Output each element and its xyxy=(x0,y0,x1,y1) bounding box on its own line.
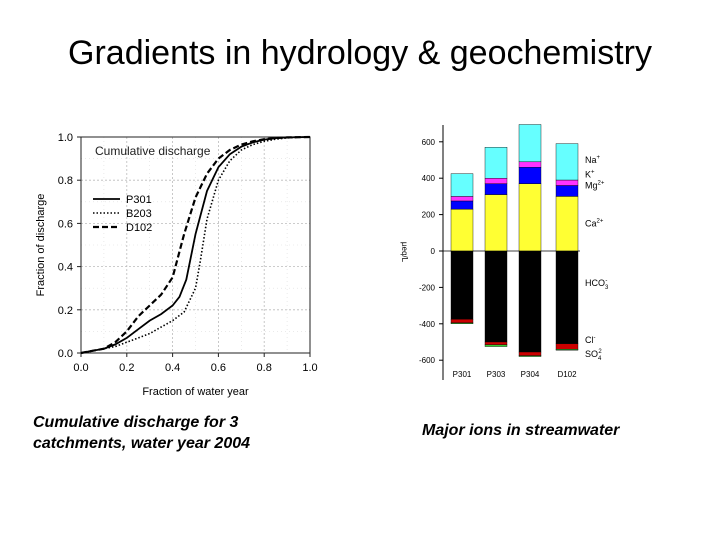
y-axis-label: µeq/L xyxy=(400,242,409,263)
bar-segment-p303-cation-1 xyxy=(484,183,508,195)
ion-label-sup: - xyxy=(594,335,596,341)
ion-label-sub: 3 xyxy=(605,285,609,291)
y-axis-label: Fraction of discharge xyxy=(35,194,47,297)
bar-group-p303 xyxy=(484,147,508,347)
x-tick-label: P304 xyxy=(521,370,540,379)
ion-label-base: Ca xyxy=(585,219,597,229)
y-tick-label: 600 xyxy=(422,138,436,147)
ion-label-base: Na xyxy=(585,155,597,165)
slide-title: Gradients in hydrology & geochemistry xyxy=(68,34,652,72)
bar-segment-p303-cation-0 xyxy=(484,194,508,252)
bar-segment-p301-anion-2 xyxy=(450,322,474,325)
x-tick-label: 0.8 xyxy=(257,362,272,374)
bar-segment-p304-cation-2 xyxy=(518,161,542,168)
legend-label-p301: P301 xyxy=(126,194,152,206)
x-tick-label: P303 xyxy=(487,370,506,379)
bar-segment-p301-anion-0 xyxy=(450,250,474,320)
bar-segment-d102-anion-2 xyxy=(555,349,579,351)
ion-label-sup: 2+ xyxy=(597,219,604,225)
bar-segment-p304-cation-1 xyxy=(518,167,542,184)
ion-label: Cl- xyxy=(585,335,596,345)
bar-segment-p303-anion-1 xyxy=(484,341,508,345)
bar-segment-p301-anion-1 xyxy=(450,319,474,324)
chart-title: Cumulative discharge xyxy=(95,144,211,158)
bar-segment-p301-cation-2 xyxy=(450,196,474,202)
ion-label-base: SO xyxy=(585,349,598,359)
bar-segment-d102-anion-1 xyxy=(555,343,579,350)
x-axis-label: Fraction of water year xyxy=(142,386,249,398)
y-tick-label: 200 xyxy=(422,211,436,220)
ion-label: HCO3- xyxy=(585,278,609,291)
x-tick-label: 0.2 xyxy=(119,362,134,374)
bar-segment-p304-cation-3 xyxy=(518,124,542,163)
ion-label-sup: + xyxy=(597,155,601,161)
x-tick-label: P301 xyxy=(453,370,472,379)
y-tick-label: 400 xyxy=(422,174,436,183)
bar-segment-p304-anion-1 xyxy=(518,351,542,356)
ion-label-sup: 2 xyxy=(598,349,602,355)
bar-group-p301 xyxy=(450,173,474,325)
y-tick-label: 0 xyxy=(431,247,436,256)
x-tick-label: 0.6 xyxy=(211,362,226,374)
grid-lines xyxy=(81,137,310,353)
y-tick-label: 1.0 xyxy=(58,132,73,144)
bar-segment-d102-cation-3 xyxy=(555,143,579,181)
ion-label-sub: 4 xyxy=(598,356,602,362)
ion-label: Mg2+ xyxy=(585,180,605,190)
legend-label-b203: B203 xyxy=(126,208,152,220)
bar-segment-p304-anion-0 xyxy=(518,250,542,353)
legend-label-d102: D102 xyxy=(126,222,152,234)
bar-segment-p301-cation-1 xyxy=(450,200,474,210)
bar-group-p304 xyxy=(518,124,542,357)
y-tick-label: 0.6 xyxy=(58,218,73,230)
x-tick-label: D102 xyxy=(557,370,577,379)
x-tick-label: 0.0 xyxy=(73,362,88,374)
bar-segment-p303-cation-3 xyxy=(484,147,508,179)
bar-segment-p304-cation-0 xyxy=(518,183,542,252)
caption-cumulative-discharge: Cumulative discharge for 3 catchments, w… xyxy=(33,414,251,452)
ion-label-base: HCO xyxy=(585,278,605,288)
ion-label: Ca2+ xyxy=(585,219,604,229)
ion-label: Na+ xyxy=(585,155,601,165)
bar-segment-p301-cation-3 xyxy=(450,173,474,197)
y-tick-label: -400 xyxy=(419,320,436,329)
ion-label-sup: 2+ xyxy=(598,180,605,186)
ion-label: K+ xyxy=(585,170,595,180)
y-tick-label: -200 xyxy=(419,283,436,292)
bar-segment-d102-anion-0 xyxy=(555,250,579,345)
ion-label-base: Mg xyxy=(585,180,598,190)
caption-major-ions: Major ions in streamwater xyxy=(422,422,620,439)
y-tick-label: 0.0 xyxy=(58,348,73,360)
x-tick-label: 1.0 xyxy=(302,362,317,374)
series-line-d102 xyxy=(80,135,311,355)
bar-segment-p303-anion-0 xyxy=(484,250,508,343)
y-tick-label: 0.4 xyxy=(58,262,73,274)
ion-label-sup: + xyxy=(591,170,595,176)
bar-group-d102 xyxy=(555,143,579,351)
bar-segment-d102-cation-2 xyxy=(555,179,579,186)
bar-segment-d102-cation-1 xyxy=(555,185,579,197)
y-tick-label: 0.8 xyxy=(58,175,73,187)
bar-segment-p303-anion-2 xyxy=(484,344,508,347)
ion-label: SO42 xyxy=(585,349,602,362)
bar-segment-p303-cation-2 xyxy=(484,177,508,184)
series-line-b203 xyxy=(80,136,311,354)
y-tick-label: -600 xyxy=(419,356,436,365)
x-tick-label: 0.4 xyxy=(165,362,180,374)
bar-segment-d102-cation-0 xyxy=(555,196,579,252)
bar-segment-p304-anion-2 xyxy=(518,355,542,357)
ion-label-base: Cl xyxy=(585,335,594,345)
bar-segment-p301-cation-0 xyxy=(450,208,474,252)
y-tick-label: 0.2 xyxy=(58,305,73,317)
ion-label-sup: - xyxy=(605,278,607,284)
ion-label-base: K xyxy=(585,170,591,180)
plot-frame xyxy=(80,136,311,354)
